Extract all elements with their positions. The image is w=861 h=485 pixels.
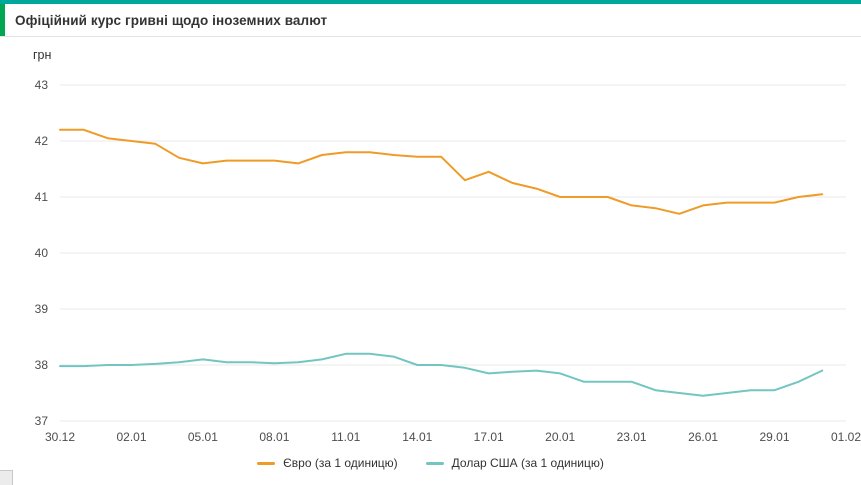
y-tick-label: 43 [35, 78, 49, 92]
y-tick-label: 37 [35, 414, 49, 428]
chart-legend: Євро (за 1 одиницю) Долар США (за 1 один… [0, 451, 861, 475]
x-tick-label: 11.01 [331, 430, 360, 444]
top-accent-bar [0, 0, 861, 4]
title-accent-bar [0, 4, 5, 36]
series-line-1 [59, 352, 824, 397]
y-tick-label: 38 [35, 358, 49, 372]
legend-label-dollar: Долар США (за 1 одиницю) [451, 456, 604, 470]
series-line-0 [59, 128, 824, 215]
dollar-line-swatch [425, 461, 444, 465]
legend-label-euro: Євро (за 1 одиницю) [283, 456, 398, 470]
x-tick-label: 05.01 [188, 430, 218, 444]
corner-widget [0, 470, 13, 485]
legend-item-dollar[interactable]: Долар США (за 1 одиницю) [425, 456, 604, 470]
x-tick-label: 30.12 [45, 430, 75, 444]
x-tick-label: 08.01 [259, 430, 289, 444]
x-tick-label: 20.01 [545, 430, 575, 444]
legend-item-euro[interactable]: Євро (за 1 одиницю) [257, 456, 398, 470]
x-tick-label: 23.01 [617, 430, 647, 444]
y-tick-label: 41 [35, 190, 49, 204]
x-tick-label: 14.01 [402, 430, 432, 444]
x-tick-label: 02.01 [116, 430, 146, 444]
y-tick-label: 42 [35, 134, 49, 148]
x-tick-label: 26.01 [688, 430, 718, 444]
chart-svg: 37 38 39 40 41 42 43 грн 30.12 02.01 05.01 08.01 11.… [33, 48, 861, 444]
y-axis-title: грн [33, 48, 52, 62]
y-tick-label: 39 [35, 302, 49, 316]
chart-title: Офіційний курс гривні щодо іноземних вал… [15, 12, 328, 28]
x-tick-label: 01.02 [831, 430, 861, 444]
chart-header: Офіційний курс гривні щодо іноземних вал… [0, 4, 861, 37]
chart-area: 37 38 39 40 41 42 43 грн 30.12 02.01 05.01 08.01 11.… [0, 37, 861, 449]
x-tick-label: 17.01 [474, 430, 504, 444]
y-tick-label: 40 [35, 246, 49, 260]
euro-line-swatch [257, 461, 276, 465]
x-tick-label: 29.01 [759, 430, 789, 444]
